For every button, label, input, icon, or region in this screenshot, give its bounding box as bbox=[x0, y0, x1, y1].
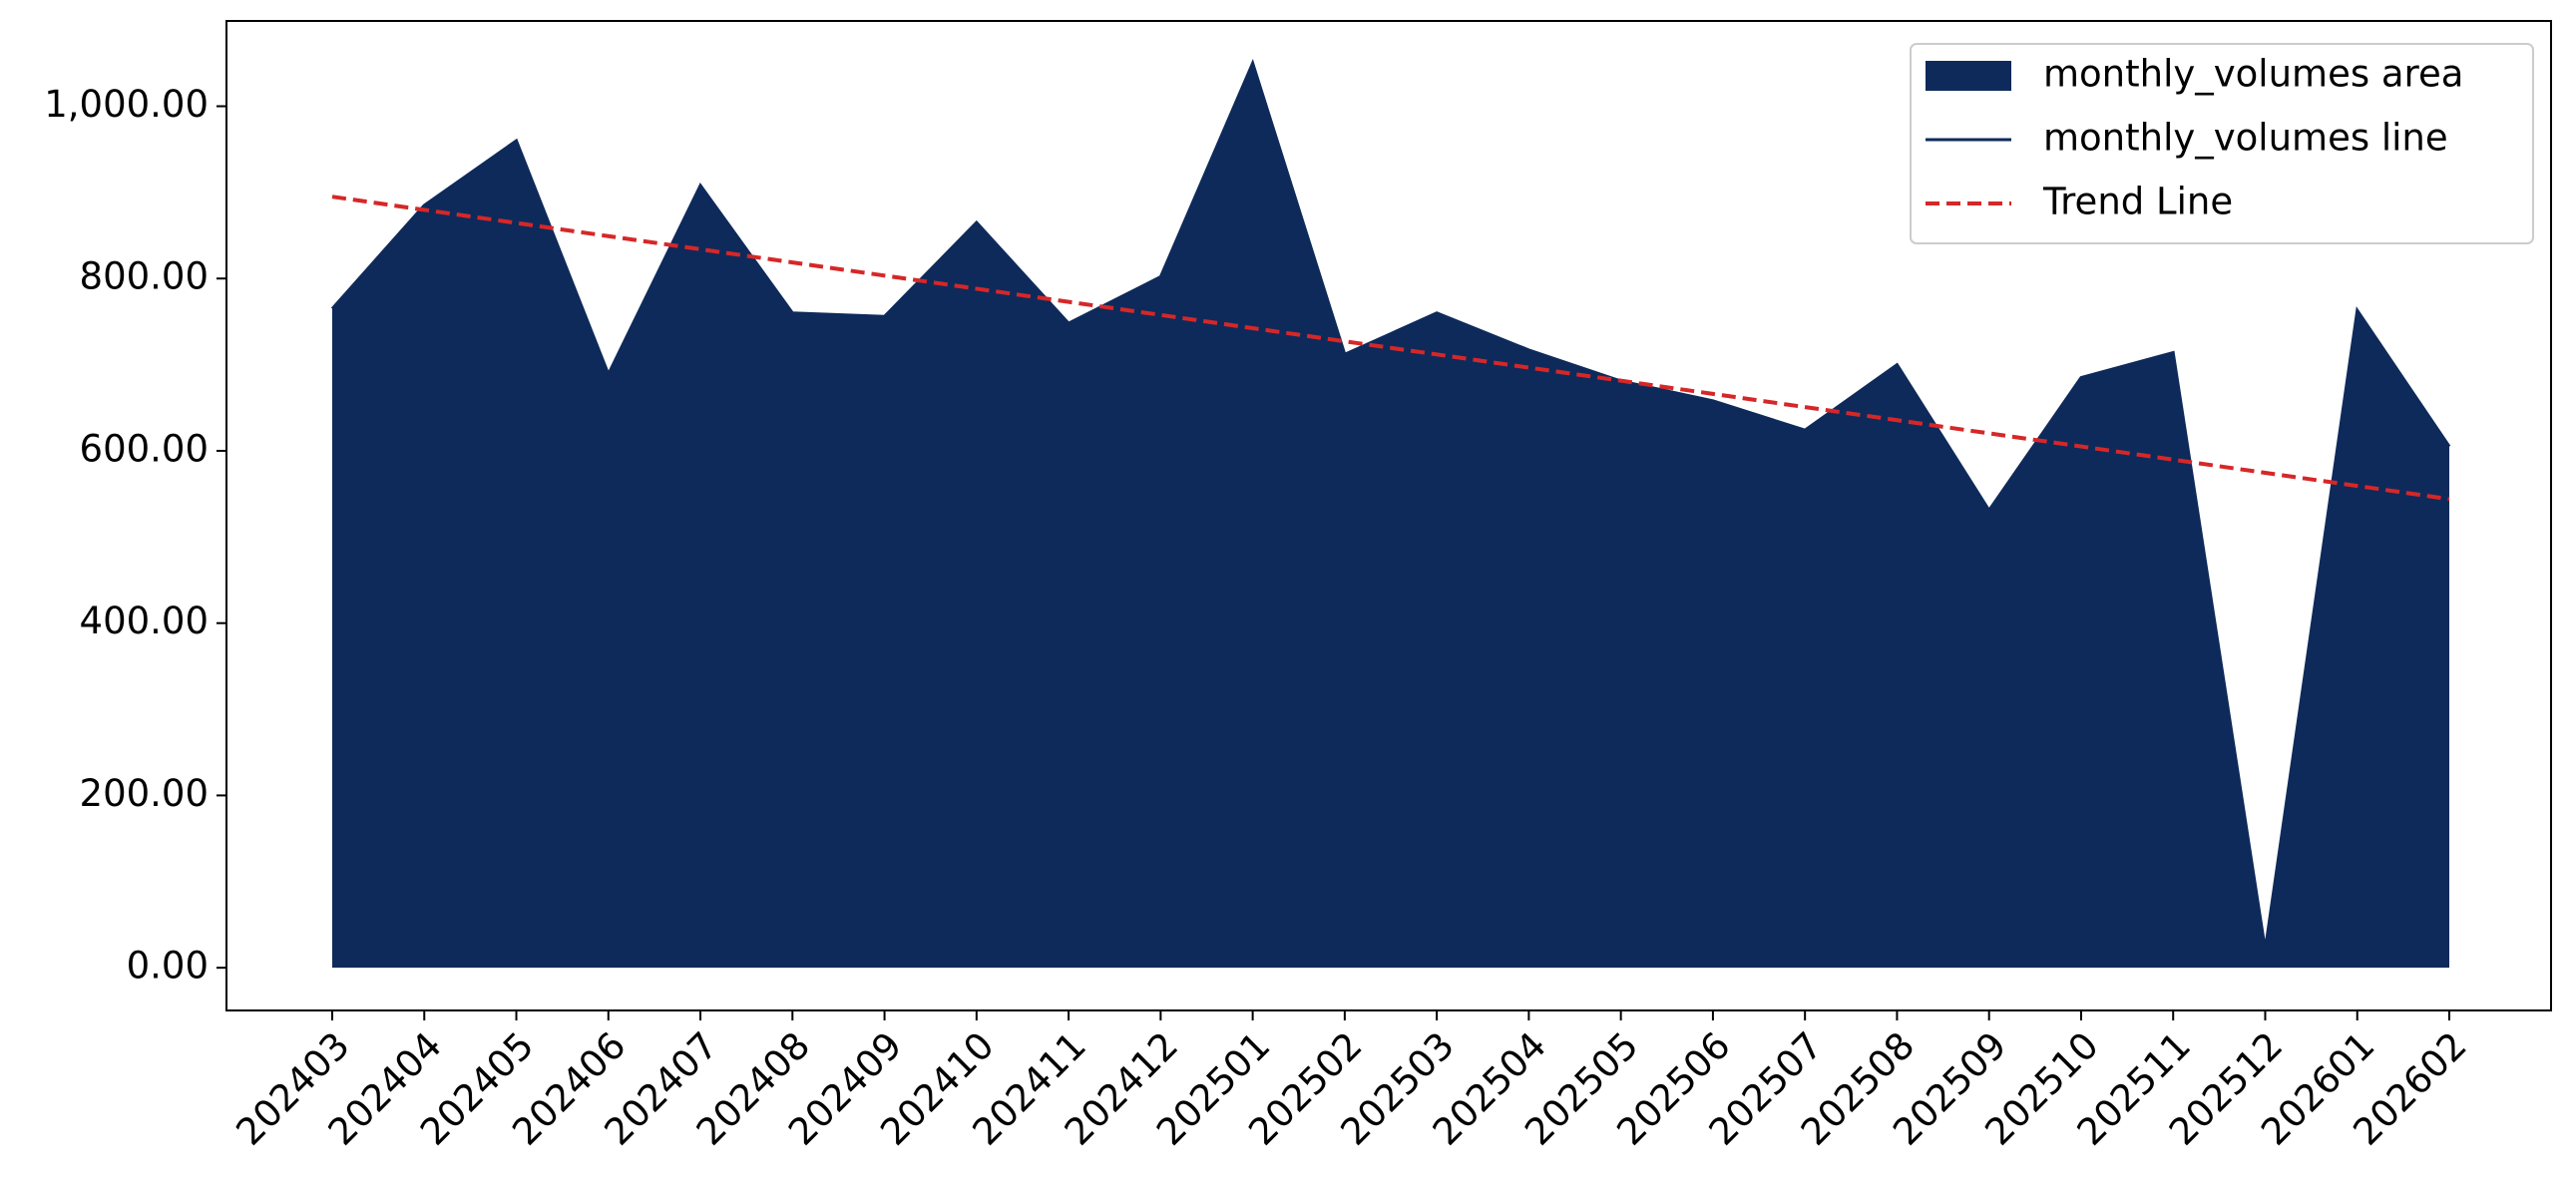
legend-swatch bbox=[1926, 61, 2011, 91]
y-tick-label: 0.00 bbox=[127, 945, 209, 988]
y-tick-label: 400.00 bbox=[80, 599, 209, 642]
legend-label: monthly_volumes area bbox=[2043, 53, 2463, 96]
line bbox=[330, 59, 2451, 951]
legend-box bbox=[1910, 43, 2534, 244]
y-tick-label: 1,000.00 bbox=[44, 83, 209, 126]
y-tick-label: 800.00 bbox=[80, 255, 209, 298]
legend: monthly_volumes area monthly_volumes line… bbox=[1910, 43, 2534, 244]
trend-line bbox=[331, 195, 2450, 502]
y-tick-label: 600.00 bbox=[80, 427, 209, 470]
y-tick-label: 200.00 bbox=[80, 772, 209, 815]
legend-label: monthly_volumes line bbox=[2043, 117, 2448, 160]
area bbox=[332, 63, 2449, 969]
legend-label: Trend Line bbox=[2042, 181, 2233, 223]
plot-frame bbox=[225, 20, 2552, 1011]
